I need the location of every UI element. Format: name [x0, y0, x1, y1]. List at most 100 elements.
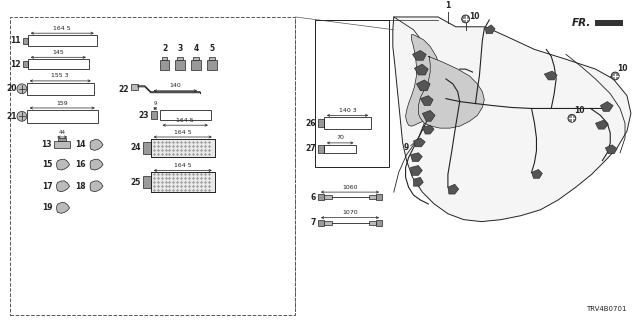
Bar: [209, 57, 215, 60]
Bar: [131, 84, 138, 90]
Text: 16: 16: [76, 160, 86, 169]
Bar: [191, 60, 201, 70]
Bar: [28, 35, 97, 46]
Bar: [324, 117, 371, 129]
Bar: [324, 220, 332, 225]
Bar: [161, 57, 168, 60]
Text: 70: 70: [336, 135, 344, 140]
Bar: [23, 61, 28, 67]
Text: 10: 10: [574, 106, 584, 115]
Text: FR.: FR.: [572, 18, 591, 28]
Bar: [143, 142, 151, 154]
Text: 164 5: 164 5: [53, 26, 71, 31]
Bar: [54, 141, 70, 148]
Bar: [151, 172, 215, 192]
Polygon shape: [57, 181, 70, 192]
Bar: [151, 139, 215, 157]
Bar: [175, 60, 185, 70]
Text: 1: 1: [445, 1, 451, 10]
Polygon shape: [422, 110, 435, 121]
Polygon shape: [406, 35, 446, 126]
Text: 9: 9: [154, 101, 157, 106]
Polygon shape: [413, 177, 423, 186]
Polygon shape: [393, 17, 631, 222]
Text: 5: 5: [209, 44, 214, 53]
Text: 26: 26: [305, 119, 316, 128]
Polygon shape: [410, 153, 422, 162]
Polygon shape: [90, 140, 103, 150]
Bar: [27, 83, 93, 95]
Polygon shape: [600, 101, 613, 111]
Bar: [318, 220, 324, 226]
Polygon shape: [595, 20, 623, 26]
Text: 20: 20: [6, 84, 17, 93]
Bar: [159, 110, 211, 120]
Circle shape: [17, 111, 27, 121]
Bar: [318, 119, 324, 127]
Bar: [376, 220, 382, 226]
Bar: [207, 60, 217, 70]
Text: 11: 11: [10, 36, 21, 45]
Bar: [143, 176, 151, 188]
Text: 9: 9: [404, 143, 409, 152]
Text: 1060: 1060: [342, 185, 358, 190]
Text: 25: 25: [131, 178, 141, 187]
Text: 164 5: 164 5: [174, 163, 191, 168]
Text: 3: 3: [178, 44, 183, 53]
Text: 164 5: 164 5: [174, 130, 191, 134]
Bar: [315, 20, 389, 167]
Polygon shape: [420, 96, 433, 106]
Text: 140: 140: [170, 83, 181, 88]
Bar: [193, 57, 199, 60]
Bar: [28, 59, 89, 69]
Polygon shape: [545, 71, 557, 80]
Text: 21: 21: [6, 112, 17, 121]
Bar: [151, 111, 157, 119]
Text: 164 5: 164 5: [177, 118, 194, 123]
Text: 19: 19: [42, 203, 52, 212]
Text: 159: 159: [56, 100, 68, 106]
Bar: [318, 145, 324, 153]
Text: 6: 6: [311, 193, 316, 202]
Text: 2: 2: [162, 44, 167, 53]
Bar: [151, 172, 215, 192]
Polygon shape: [605, 145, 617, 154]
Bar: [324, 145, 356, 153]
Polygon shape: [413, 51, 426, 60]
Bar: [10, 17, 296, 315]
Bar: [369, 220, 376, 225]
Text: 17: 17: [42, 182, 52, 191]
Bar: [159, 60, 170, 70]
Text: 10: 10: [470, 12, 480, 21]
Polygon shape: [448, 184, 459, 194]
Polygon shape: [419, 56, 484, 128]
Circle shape: [611, 72, 619, 80]
Text: 27: 27: [305, 144, 316, 153]
Text: 12: 12: [10, 60, 21, 69]
Bar: [27, 110, 98, 123]
Polygon shape: [90, 159, 103, 170]
Text: 22: 22: [118, 85, 129, 94]
Text: 13: 13: [41, 140, 51, 149]
Polygon shape: [410, 165, 422, 175]
Text: 7: 7: [310, 218, 316, 227]
Text: 15: 15: [42, 160, 52, 169]
Circle shape: [17, 84, 27, 94]
Bar: [369, 195, 376, 199]
Bar: [23, 38, 28, 44]
Polygon shape: [415, 64, 428, 75]
Polygon shape: [595, 120, 608, 129]
Polygon shape: [57, 159, 70, 170]
Bar: [376, 194, 382, 200]
Polygon shape: [413, 138, 425, 147]
Text: 155 3: 155 3: [51, 74, 69, 78]
Text: 1070: 1070: [342, 210, 358, 215]
Polygon shape: [422, 125, 434, 134]
Text: 24: 24: [131, 143, 141, 152]
Bar: [318, 194, 324, 200]
Text: TRV4B0701: TRV4B0701: [586, 306, 627, 312]
Circle shape: [461, 15, 470, 23]
Text: 44: 44: [59, 130, 66, 134]
Text: 10: 10: [617, 64, 628, 73]
Bar: [151, 139, 215, 157]
